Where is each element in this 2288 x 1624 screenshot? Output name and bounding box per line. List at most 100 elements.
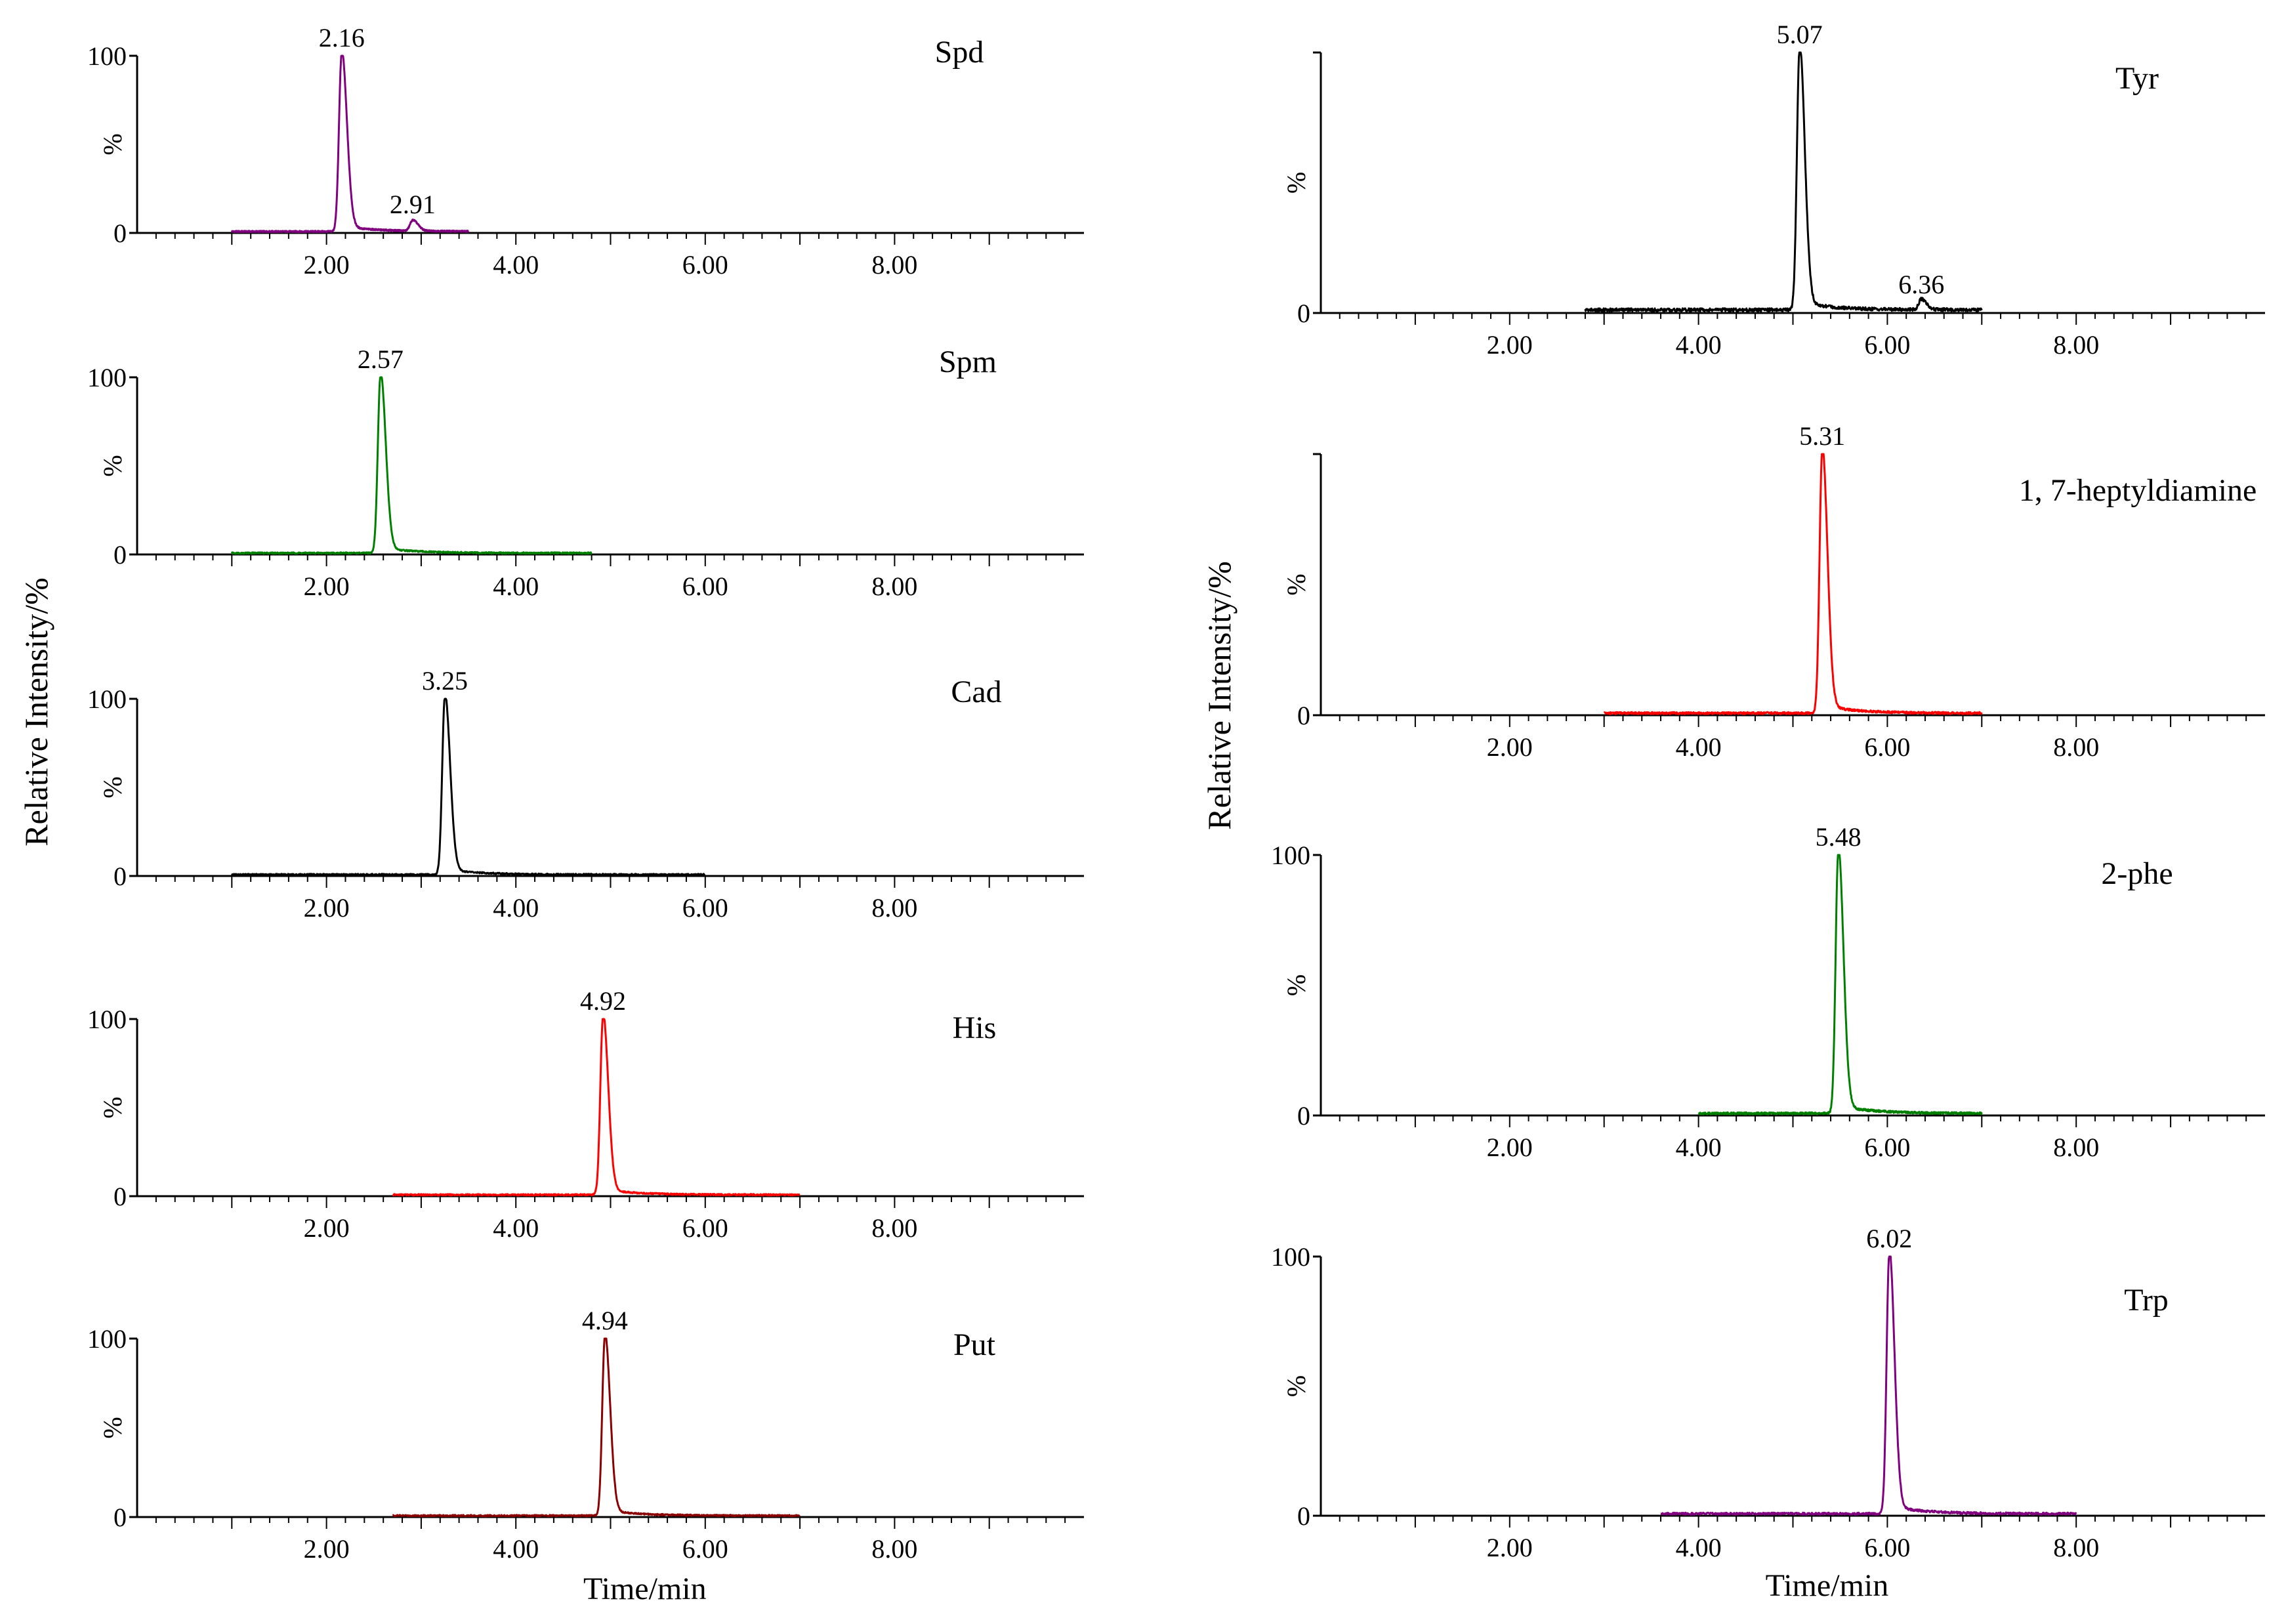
y-tick-label: 0 — [114, 219, 127, 248]
peak-label: 5.48 — [1816, 822, 1862, 852]
panel-title: Trp — [2124, 1283, 2169, 1318]
x-tick-label: 8.00 — [871, 250, 917, 280]
y-axis-percent-label: % — [1281, 1375, 1311, 1397]
panel-title: 2-phe — [2101, 856, 2173, 891]
peak-label: 2.57 — [358, 344, 404, 374]
x-tick-label: 8.00 — [2053, 1133, 2099, 1162]
chromatogram-trace — [1660, 1255, 2077, 1516]
y-tick-label: 0 — [114, 1503, 127, 1532]
peak-label: 2.16 — [319, 23, 365, 52]
x-tick-label: 4.00 — [493, 893, 539, 923]
y-tick-label: 0 — [114, 540, 127, 570]
x-tick-label: 8.00 — [871, 572, 917, 601]
y-axis-percent-label: % — [1281, 172, 1311, 194]
peak-label: 3.25 — [422, 666, 468, 696]
peak-label: 6.02 — [1866, 1224, 1912, 1253]
x-tick-label: 4.00 — [493, 1534, 539, 1564]
chromatogram-trace — [392, 1337, 801, 1518]
peak-label: 5.07 — [1777, 20, 1823, 49]
peak-label: 6.36 — [1898, 270, 1944, 299]
chromatogram-panel: 2.00 4.00 6.00 8.00 0% 5.31 1, 7-heptyldiamine — [1281, 421, 2265, 762]
x-tick-label: 6.00 — [1864, 1533, 1910, 1562]
y-tick-label: 0 — [1297, 1501, 1310, 1531]
panel-title: Spm — [939, 344, 997, 379]
right-ylabel: Relative Intensity/% — [1201, 561, 1238, 830]
y-tick-label: 100 — [87, 363, 127, 392]
x-tick-label: 2.00 — [304, 1534, 350, 1564]
chromatogram-panel: 2.00 4.00 6.00 8.00 0% 5.07 6.36 Tyr — [1281, 20, 2265, 360]
x-tick-label: 6.00 — [682, 1534, 728, 1564]
y-tick-label: 100 — [87, 1324, 127, 1354]
x-tick-label: 2.00 — [304, 572, 350, 601]
y-axis-percent-label: % — [98, 133, 127, 155]
x-tick-label: 6.00 — [682, 1213, 728, 1243]
x-tick-label: 6.00 — [682, 893, 728, 923]
y-axis-percent-label: % — [1281, 573, 1311, 595]
y-axis-percent-label: % — [1281, 974, 1311, 996]
panel-title: Put — [953, 1327, 996, 1362]
x-tick-label: 8.00 — [2053, 330, 2099, 360]
x-tick-label: 6.00 — [1864, 1133, 1910, 1162]
chromatogram-panel: 2.00 4.00 6.00 8.00 0% 100 4.92 His — [87, 986, 1084, 1243]
left-ylabel: Relative Intensity/% — [18, 577, 54, 846]
chromatogram-panels: 2.00 4.00 6.00 8.00 0% 100 2.16 2.91 Spd 2.00 4.00… — [87, 20, 2265, 1606]
x-axis-label: Time/min — [1766, 1568, 1889, 1603]
y-tick-label: 100 — [87, 41, 127, 71]
x-tick-label: 8.00 — [871, 1213, 917, 1243]
chromatogram-panel: 2.00 4.00 6.00 8.00 0% 100 3.25 Cad — [87, 666, 1084, 923]
x-tick-label: 2.00 — [1487, 330, 1533, 360]
x-tick-label: 2.00 — [304, 1213, 350, 1243]
x-axis-label: Time/min — [583, 1572, 707, 1606]
x-tick-label: 8.00 — [2053, 1533, 2099, 1562]
chromatogram-panel: 2.00 4.00 6.00 8.00 0% 100 5.48 2-phe — [1271, 822, 2265, 1162]
chromatogram-panel: 2.00 4.00 6.00 8.00 0% 100 2.16 2.91 Spd — [87, 23, 1084, 280]
y-axis-percent-label: % — [98, 776, 127, 798]
y-tick-label: 100 — [87, 684, 127, 714]
y-tick-label: 0 — [114, 862, 127, 891]
x-tick-label: 4.00 — [493, 1213, 539, 1243]
x-tick-label: 8.00 — [2053, 732, 2099, 762]
y-axis-percent-label: % — [98, 1417, 127, 1438]
x-tick-label: 4.00 — [1676, 732, 1722, 762]
y-tick-label: 100 — [1271, 841, 1310, 870]
y-axis-percent-label: % — [98, 455, 127, 476]
chromatogram-trace — [230, 54, 470, 234]
x-tick-label: 8.00 — [871, 893, 917, 923]
panel-title: Tyr — [2115, 61, 2159, 96]
y-tick-label: 100 — [87, 1005, 127, 1034]
x-tick-label: 4.00 — [1676, 330, 1722, 360]
chromatogram-trace — [230, 376, 593, 555]
y-tick-label: 100 — [1271, 1242, 1310, 1272]
x-tick-label: 6.00 — [1864, 732, 1910, 762]
x-tick-label: 2.00 — [1487, 732, 1533, 762]
x-tick-label: 6.00 — [682, 572, 728, 601]
y-tick-label: 0 — [1297, 701, 1310, 730]
chromatogram-trace — [231, 697, 706, 877]
x-tick-label: 2.00 — [1487, 1533, 1533, 1562]
y-tick-label: 0 — [1297, 299, 1310, 328]
chromatogram-panel: 2.00 4.00 6.00 8.00 0% 100 2.57 Spm — [87, 344, 1084, 601]
x-tick-label: 4.00 — [1676, 1133, 1722, 1162]
peak-label: 4.92 — [580, 986, 626, 1016]
x-tick-label: 6.00 — [1864, 330, 1910, 360]
x-tick-label: 4.00 — [493, 572, 539, 601]
chromatogram-trace — [392, 1018, 801, 1197]
panel-title: 1, 7-heptyldiamine — [2019, 473, 2257, 508]
x-tick-label: 2.00 — [1487, 1133, 1533, 1162]
chromatogram-panel: 2.00 4.00 6.00 8.00 0% 100 6.02 Trp Time/min — [1271, 1224, 2265, 1603]
x-tick-label: 8.00 — [871, 1534, 917, 1564]
peak-label: 2.91 — [390, 190, 436, 219]
chromatogram-trace — [1603, 453, 1983, 715]
y-tick-label: 0 — [1297, 1101, 1310, 1131]
chromatogram-trace — [1697, 854, 1983, 1115]
panel-title: Spd — [935, 35, 984, 70]
x-tick-label: 2.00 — [304, 250, 350, 280]
peak-label: 4.94 — [582, 1306, 628, 1335]
y-axis-percent-label: % — [98, 1096, 127, 1118]
x-tick-label: 4.00 — [493, 250, 539, 280]
x-tick-label: 2.00 — [304, 893, 350, 923]
peak-label: 5.31 — [1799, 421, 1845, 451]
x-tick-label: 4.00 — [1676, 1533, 1722, 1562]
chromatogram-trace — [1584, 51, 1983, 313]
